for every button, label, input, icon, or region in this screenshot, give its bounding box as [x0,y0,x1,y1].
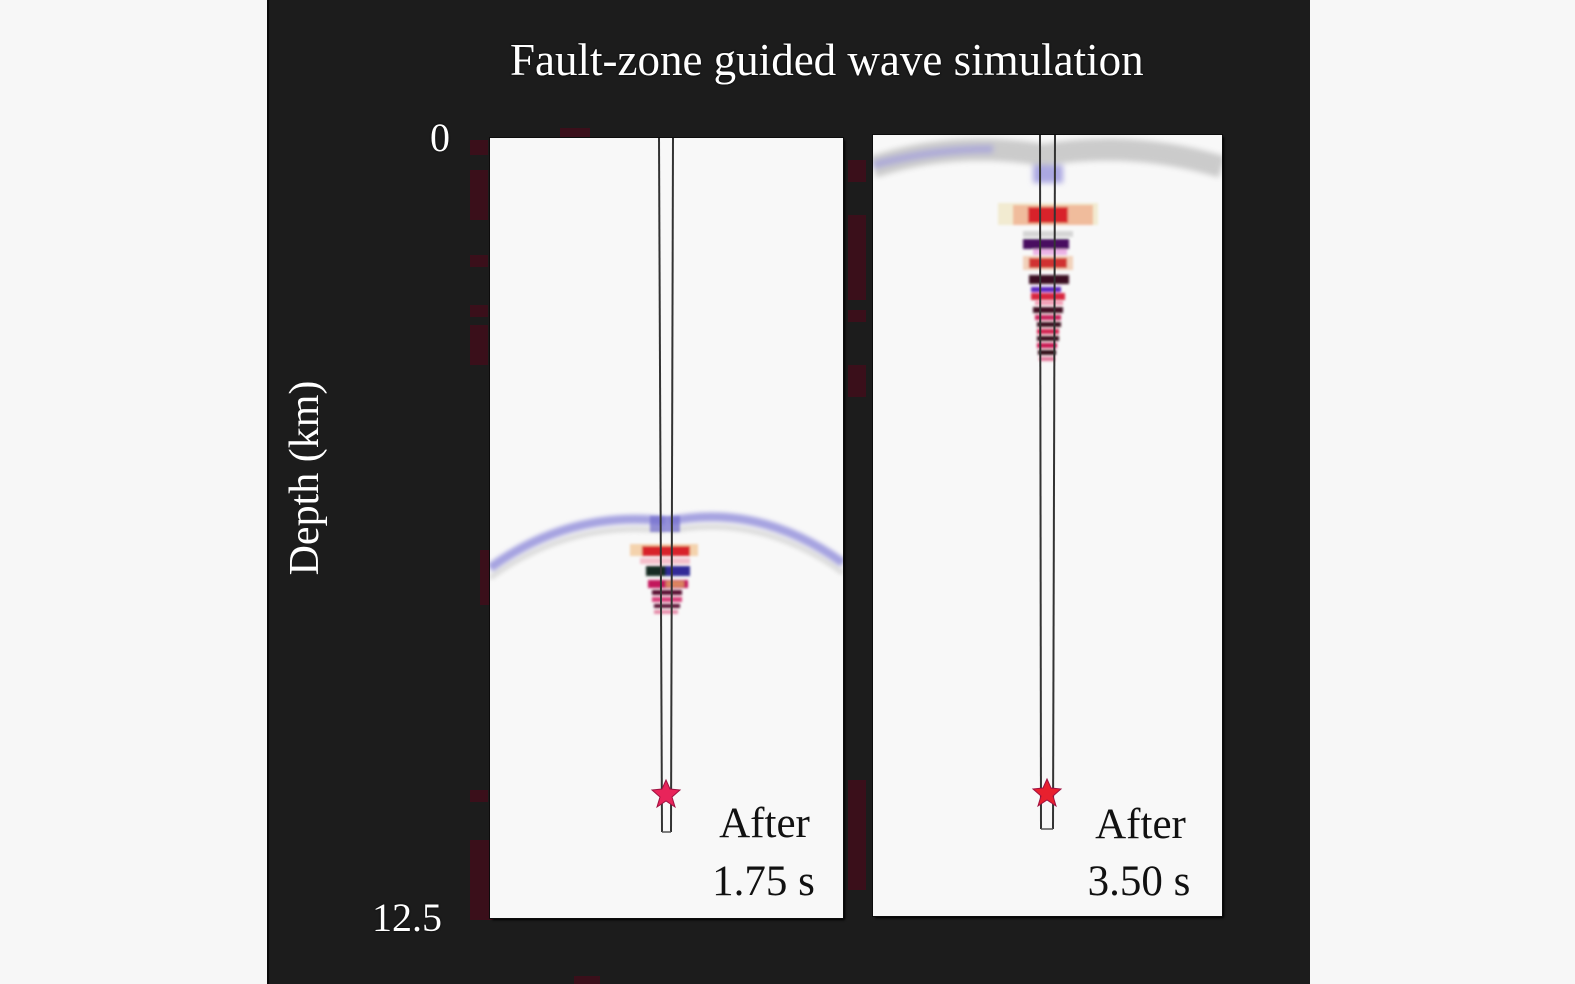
guided-wave-train [998,203,1098,361]
artifact-mark [848,160,866,182]
artifact-mark [848,780,866,890]
artifact-mark [470,325,488,365]
artifact-mark [470,140,488,155]
panel-3-50s: After 3.50 s [873,135,1222,916]
fault-zone-boundaries [658,138,674,833]
artifact-mark [848,365,866,397]
wavefield-plot [873,135,1222,830]
panel-caption-line1: After [1095,801,1186,848]
artifact-mark [848,310,866,322]
wavefield-plot [490,138,843,833]
panel-1-75s: After 1.75 s [490,138,843,918]
panel-caption-line2: 3.50 s [1087,858,1191,905]
artifact-mark [574,976,600,984]
panel-caption-line1: After [719,800,810,847]
fault-zone-boundaries [1039,135,1056,830]
panel-caption-line2: 1.75 s [712,858,815,905]
artifact-mark [470,255,488,267]
y-tick-bottom: 12.5 [372,895,442,940]
artifact-mark [848,215,866,300]
y-axis-label: Depth (km) [282,380,328,576]
artifact-mark [560,128,590,138]
figure-title: Fault-zone guided wave simulation [510,35,1144,85]
artifact-mark [470,790,488,802]
artifact-mark [470,170,488,220]
artifact-mark [470,305,488,317]
wavefront-arc [490,512,843,581]
star-icon [650,778,682,809]
star-icon [1031,777,1063,808]
wavefront-arc [873,138,1222,183]
y-tick-top: 0 [430,115,450,160]
